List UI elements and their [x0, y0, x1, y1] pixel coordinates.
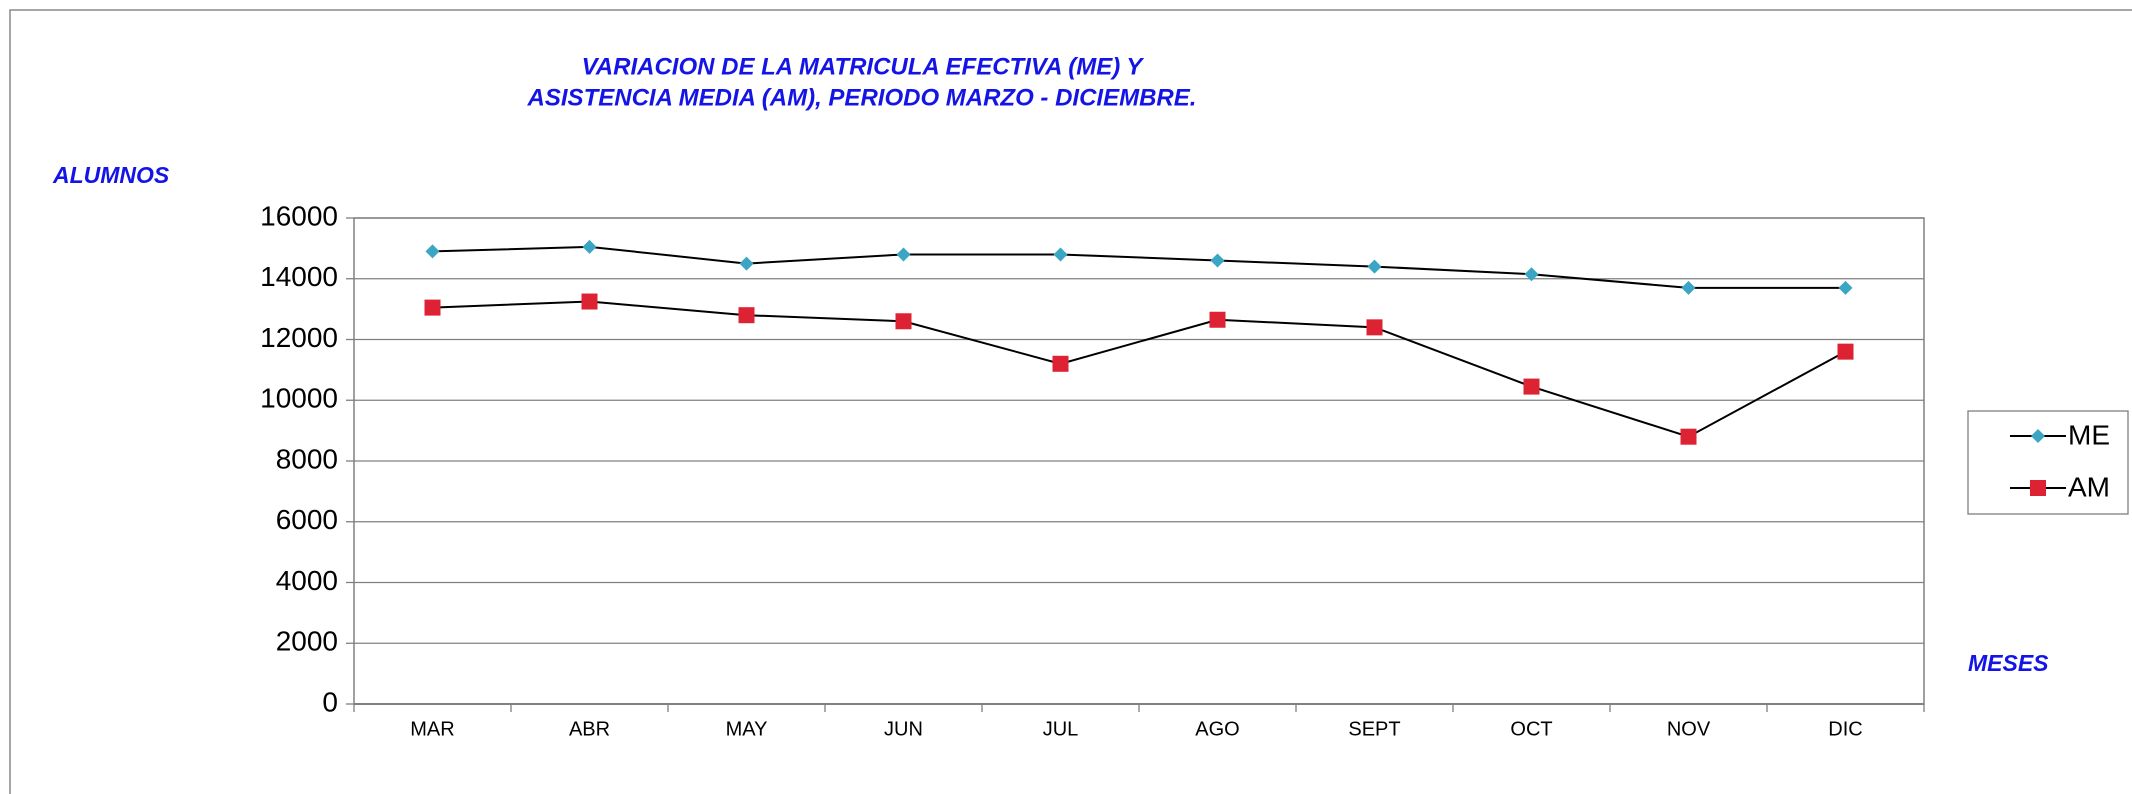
y-tick-label: 6000 [276, 504, 338, 535]
marker [581, 293, 598, 310]
marker [895, 313, 912, 330]
x-tick-label: JUL [1043, 718, 1079, 740]
marker [1837, 343, 1854, 360]
marker [582, 239, 597, 254]
y-tick-label: 2000 [276, 626, 338, 657]
chart-title: ASISTENCIA MEDIA (AM), PERIODO MARZO - D… [527, 84, 1197, 111]
marker [1053, 247, 1068, 262]
x-tick-label: MAR [410, 718, 454, 740]
y-tick-label: 4000 [276, 565, 338, 596]
x-axis-label: MESES [1968, 650, 2049, 676]
y-tick-label: 8000 [276, 443, 338, 474]
chart-title: VARIACION DE LA MATRICULA EFECTIVA (ME) … [582, 53, 1145, 80]
marker [1209, 311, 1226, 328]
series-line [432, 300, 1846, 438]
marker [425, 244, 440, 259]
legend-label: ME [2068, 419, 2110, 450]
marker [424, 299, 441, 316]
x-tick-label: DIC [1828, 718, 1862, 740]
y-tick-label: 0 [322, 686, 338, 717]
y-tick-label: 12000 [260, 322, 338, 353]
x-tick-label: OCT [1510, 718, 1552, 740]
y-axis-label: ALUMNOS [52, 162, 170, 188]
marker [1524, 267, 1539, 282]
marker [896, 247, 911, 262]
x-tick-label: MAY [726, 718, 768, 740]
legend-box [1967, 410, 2129, 515]
marker [1052, 355, 1069, 372]
marker [738, 307, 755, 324]
chart-frame [9, 9, 2132, 794]
y-tick-label: 16000 [260, 200, 338, 231]
marker [1367, 259, 1382, 274]
legend-label: AM [2068, 471, 2110, 502]
marker [1681, 280, 1696, 295]
marker [739, 256, 754, 271]
marker [1210, 253, 1225, 268]
x-tick-label: AGO [1195, 718, 1239, 740]
marker [2031, 429, 2045, 443]
marker [1523, 378, 1540, 395]
marker [1366, 319, 1383, 336]
marker [2030, 480, 2046, 496]
series-line [432, 245, 1846, 289]
y-tick-label: 14000 [260, 261, 338, 292]
marker [1838, 280, 1853, 295]
x-tick-label: ABR [569, 718, 610, 740]
marker [1680, 428, 1697, 445]
x-tick-label: NOV [1667, 718, 1711, 740]
x-tick-label: JUN [884, 718, 923, 740]
x-tick-label: SEPT [1348, 718, 1400, 740]
y-tick-label: 10000 [260, 383, 338, 414]
